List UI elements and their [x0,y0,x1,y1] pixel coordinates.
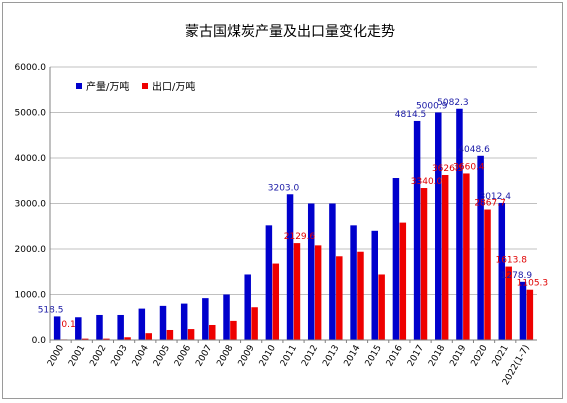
bar-production [117,314,124,340]
x-tick-label: 2005 [152,344,172,369]
data-label-layer: 518.5 0.1 3203.0 2129.6 4814.5 3340.0 5000.9 36… [38,98,548,330]
y-tick-label: 4000.0 [15,154,47,164]
x-tick-label: 2014 [343,343,363,368]
data-label-production: 1278.9 [501,271,533,281]
bar-production [392,178,400,340]
x-tick-label: 2015 [364,344,384,369]
data-label-export: 2129.6 [284,232,316,242]
bar-export [441,174,449,340]
data-label-export: 3660.4 [453,162,485,172]
y-tick-label: 3000.0 [15,200,47,210]
data-label-production: 4814.5 [395,110,427,120]
bar-export [230,320,237,340]
bar-export [251,307,258,340]
x-tick-label: 2012 [300,344,320,369]
bar-production [350,225,357,340]
bar-export [463,173,470,340]
x-tick-label: 2000 [46,343,66,368]
x-tick-label: 2007 [194,344,214,369]
legend-label-export: 出口/万吨 [152,80,195,93]
x-tick-label: 2020 [470,343,490,368]
bar-export [399,222,407,340]
bar-export [378,274,385,340]
bar-production [307,203,315,340]
data-label-production: 4048.6 [458,145,490,155]
data-label-export: 3340.0 [411,177,443,187]
bar-production [456,108,463,341]
data-label-export: 1105.3 [517,279,549,289]
data-label-export: 2867.7 [474,199,506,209]
bar-production [96,314,103,340]
data-label-production: 5082.3 [437,98,469,108]
x-tick-label: 2004 [131,343,151,368]
bar-export [484,209,491,340]
bar-export [336,256,343,340]
x-tick-label: 2019 [448,343,468,368]
bar-production [413,120,421,340]
bar-export [293,243,301,340]
x-tick-label: 2001 [67,344,87,369]
bar-production [435,112,442,341]
bar-production [329,203,336,340]
legend-swatch-export [142,83,148,89]
bar-export [145,333,152,340]
x-tick-label: 2009 [237,343,257,368]
y-tick-label: 5000.0 [15,109,47,119]
bar-export [124,337,131,340]
data-label-production: 5000.9 [416,101,448,111]
bar-production [244,274,251,340]
bar-production [202,298,209,340]
legend-swatch-production [76,83,82,89]
x-tick-label: 2021 [491,344,511,369]
bar-production [519,281,527,340]
bar-production [180,303,188,340]
bar-production [477,155,484,340]
bar-export [505,266,512,340]
x-tick-label: 2002 [88,344,108,369]
bar-production [286,194,294,340]
bar-export [209,324,216,340]
y-tick-label: 2000.0 [15,245,47,255]
bar-export [420,188,428,340]
x-tick-label: 2016 [385,343,405,368]
bar-export [187,329,195,340]
bar-export [314,245,322,340]
y-tick-label: 6000.0 [15,63,47,73]
bar-production [159,305,167,340]
bar-export [166,329,174,340]
bar-production [498,202,506,340]
bar-production [371,230,378,340]
x-tick-label: 2013 [321,344,341,369]
x-tick-label: 2011 [279,344,299,369]
bar-production [138,308,146,340]
data-label-export: 1613.8 [495,256,527,266]
bar-export [272,263,280,340]
bar-production [75,317,82,340]
bar-export [526,289,534,340]
bar-production [223,294,230,340]
x-tick-label: 2008 [215,343,235,368]
chart-title: 蒙古国煤炭产量及出口量变化走势 [185,24,395,40]
x-tick-label: 2018 [427,343,447,368]
y-tick-label: 1000.0 [15,291,47,301]
bar-layer [53,108,534,341]
bar-production [265,225,273,340]
x-tick-label: 2003 [110,344,130,369]
bar-export [357,251,364,340]
data-label-production: 3203.0 [268,183,300,193]
x-tick-label: 2006 [173,343,193,368]
bar-export [81,338,89,340]
data-label-export: 0.1 [61,320,75,330]
x-tick-label: 2017 [406,344,426,369]
legend: 产量/万吨 出口/万吨 [76,80,195,93]
legend-label-production: 产量/万吨 [86,80,129,93]
y-tick-label: 0.0 [32,336,47,346]
bar-production [53,316,61,340]
data-label-production: 3012.4 [479,192,511,202]
bar-export [103,338,110,340]
data-label-production: 518.5 [38,305,64,315]
data-label-export: 3626.5 [432,164,464,174]
x-tick-label: 2010 [258,343,278,368]
